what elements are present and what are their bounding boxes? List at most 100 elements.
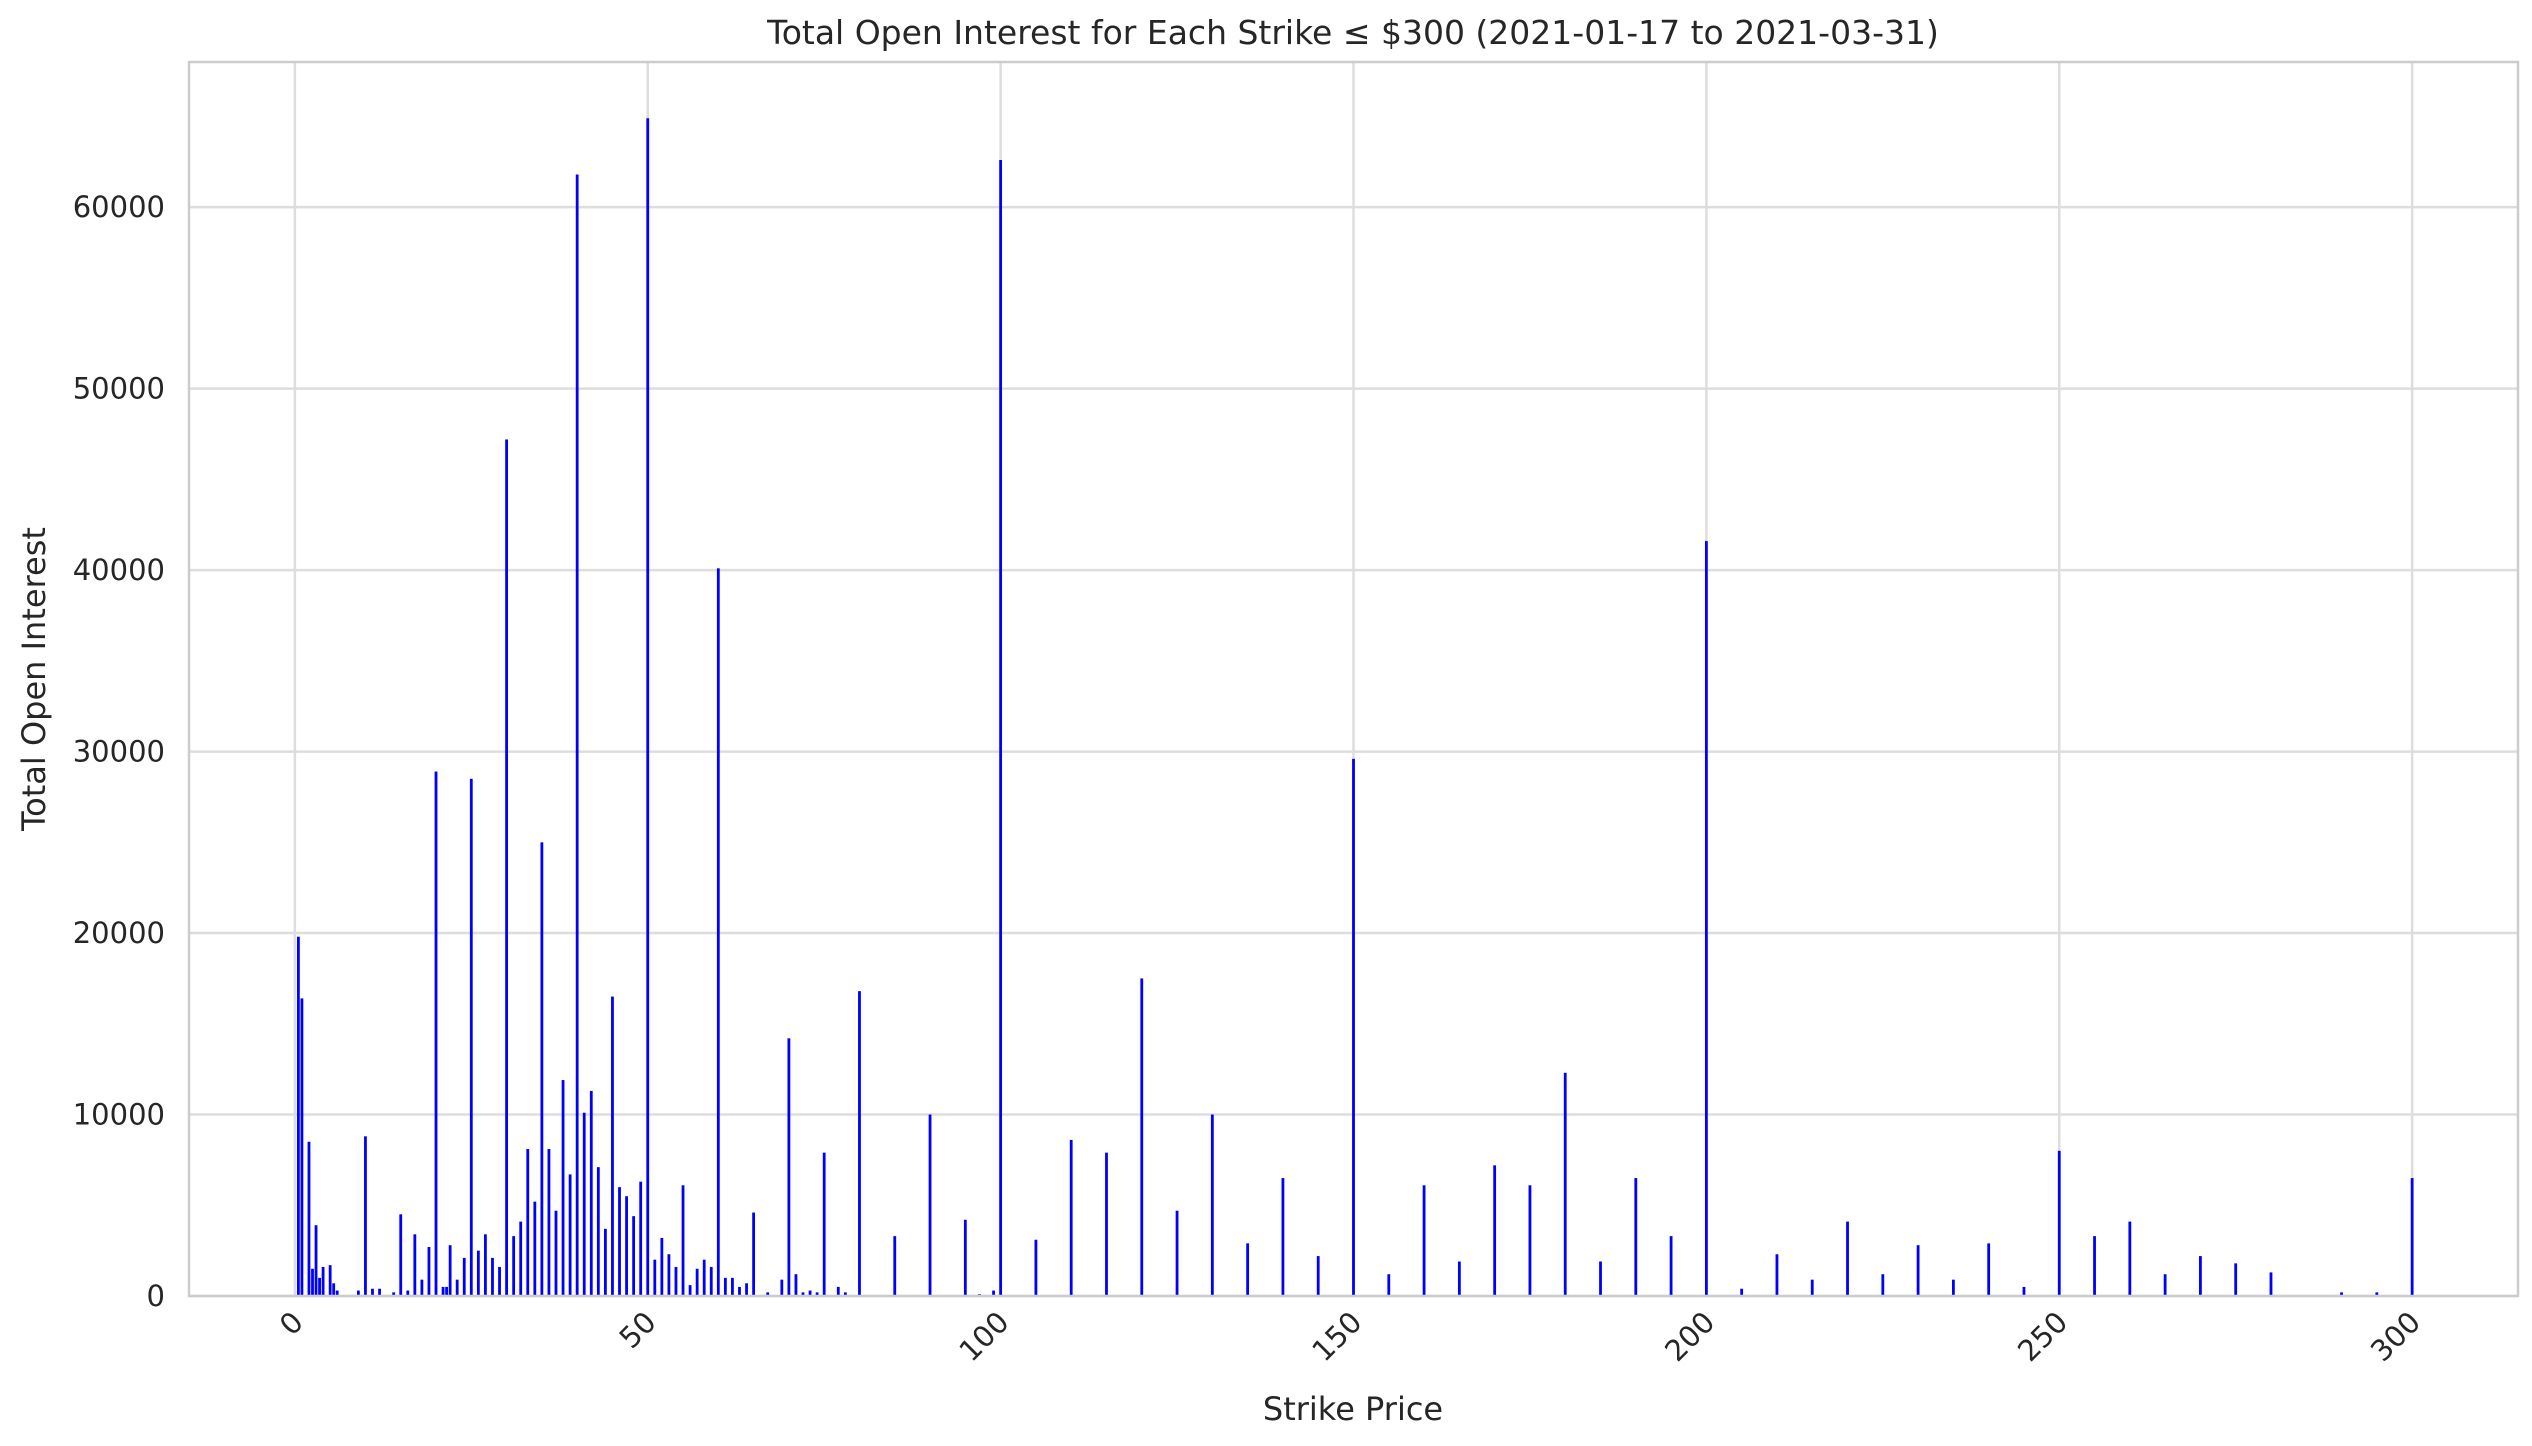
bars — [296, 118, 2414, 1297]
bar — [646, 118, 650, 1297]
bar — [364, 1136, 367, 1296]
bar — [893, 1236, 897, 1296]
bar — [667, 1254, 671, 1296]
bar — [1140, 978, 1144, 1296]
bar — [709, 1266, 713, 1296]
bar — [794, 1274, 798, 1296]
bar — [335, 1290, 339, 1296]
bar — [723, 1277, 727, 1296]
bar — [2057, 1150, 2061, 1296]
bar — [427, 1247, 431, 1296]
bar — [441, 1286, 445, 1296]
bar — [420, 1279, 424, 1296]
bar — [296, 936, 300, 1296]
bar — [314, 1225, 318, 1296]
bar — [300, 998, 304, 1296]
bar — [554, 1210, 558, 1296]
bar — [702, 1259, 706, 1296]
bar — [653, 1259, 657, 1296]
chart-title: Total Open Interest for Each Strike ≤ $3… — [766, 13, 1939, 52]
bar — [1704, 541, 1708, 1296]
bar — [632, 1216, 636, 1296]
bar — [787, 1038, 791, 1296]
bar — [611, 996, 614, 1296]
bar — [540, 842, 544, 1296]
bar — [731, 1277, 734, 1296]
bar — [603, 1228, 607, 1296]
bar — [745, 1283, 748, 1296]
bar — [328, 1265, 332, 1296]
bar — [2022, 1286, 2026, 1296]
bar — [1316, 1256, 1320, 1296]
bar — [674, 1266, 678, 1296]
y-tick-label: 50000 — [73, 372, 165, 406]
bar — [1987, 1243, 1991, 1296]
bar — [858, 991, 861, 1296]
y-tick-label: 60000 — [73, 190, 165, 224]
bar — [2163, 1274, 2167, 1296]
bar — [533, 1201, 537, 1296]
bar — [688, 1285, 692, 1296]
bar — [1563, 1072, 1567, 1296]
bar — [843, 1292, 847, 1296]
bar — [2128, 1221, 2132, 1296]
bar — [392, 1292, 396, 1296]
bar — [695, 1268, 699, 1296]
bar — [1740, 1288, 1744, 1296]
bar — [1281, 1178, 1285, 1296]
bar — [766, 1292, 770, 1296]
bar — [307, 1141, 311, 1296]
bar — [445, 1286, 449, 1296]
bar — [992, 1290, 995, 1296]
y-tick-labels: 0 10000 20000 30000 40000 50000 60000 — [73, 190, 165, 1313]
bar — [2340, 1292, 2343, 1296]
y-axis-title: Total Open Interest — [15, 527, 53, 832]
bar — [1951, 1279, 1955, 1296]
bar — [1105, 1152, 1108, 1296]
bar — [2234, 1263, 2238, 1296]
bar — [1599, 1261, 1602, 1296]
bar — [526, 1149, 530, 1296]
bar — [660, 1237, 664, 1296]
bar — [462, 1257, 466, 1296]
bar — [2269, 1272, 2273, 1296]
bar — [484, 1234, 487, 1296]
bar — [1916, 1245, 1920, 1296]
bar — [321, 1266, 325, 1296]
bar — [311, 1268, 314, 1296]
bar — [1846, 1221, 1849, 1296]
bar — [681, 1185, 685, 1296]
bar — [1387, 1274, 1391, 1296]
plot-frame — [187, 60, 2520, 1298]
bar — [512, 1236, 516, 1296]
bar — [1246, 1243, 1250, 1296]
bar — [413, 1234, 417, 1296]
y-tick-label: 40000 — [73, 553, 165, 587]
bar — [448, 1245, 452, 1296]
bar — [999, 159, 1003, 1296]
y-tick-label: 30000 — [73, 735, 165, 769]
bar — [1493, 1165, 1497, 1296]
bar — [455, 1279, 459, 1296]
bar — [1528, 1185, 1532, 1296]
bar — [406, 1290, 410, 1296]
x-axis-title: Strike Price — [1263, 1390, 1443, 1428]
bar — [356, 1290, 360, 1296]
bar — [1775, 1254, 1779, 1296]
bar — [547, 1149, 551, 1296]
bar — [332, 1283, 336, 1296]
bar — [808, 1290, 812, 1296]
bar — [582, 1112, 586, 1296]
bar — [1069, 1139, 1073, 1296]
bar — [575, 174, 579, 1297]
bar — [1422, 1185, 1426, 1296]
bar — [639, 1181, 643, 1296]
bar — [476, 1250, 480, 1296]
bar — [561, 1080, 565, 1296]
bar — [2093, 1236, 2096, 1296]
bar — [378, 1288, 381, 1296]
bar — [1034, 1239, 1038, 1296]
bar — [2410, 1178, 2414, 1296]
